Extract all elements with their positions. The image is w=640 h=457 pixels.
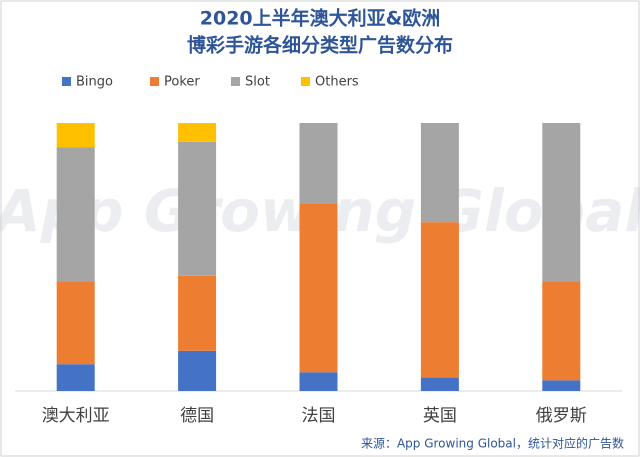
bar-segment xyxy=(178,275,217,351)
legend-swatch xyxy=(231,77,240,86)
x-tick-label: 德国 xyxy=(180,406,214,426)
bar-segment xyxy=(56,281,95,365)
legend-swatch xyxy=(150,77,159,86)
bar-segment xyxy=(178,141,217,276)
legend-label: Others xyxy=(315,75,359,90)
bar-segment xyxy=(56,147,95,282)
x-tick-label: 俄罗斯 xyxy=(536,406,587,426)
x-tick-label: 法国 xyxy=(302,406,336,426)
bar-segment xyxy=(56,123,95,148)
bar-segment xyxy=(542,380,581,391)
chart-title: 2020上半年澳大利亚&欧洲 xyxy=(200,7,440,30)
bar-segment xyxy=(420,123,459,223)
bar-segment xyxy=(542,123,581,282)
bar-segment xyxy=(299,203,338,373)
x-tick-label: 英国 xyxy=(423,406,457,426)
bar-segment xyxy=(420,222,459,378)
bar-segment xyxy=(542,281,581,381)
bar-segment xyxy=(299,123,338,204)
legend-swatch xyxy=(301,77,310,86)
chart-title: 博彩手游各细分类型广告数分布 xyxy=(187,34,453,57)
bar-segment xyxy=(56,364,95,391)
bar-segment xyxy=(178,350,217,391)
x-tick-label: 澳大利亚 xyxy=(42,406,110,426)
legend-label: Bingo xyxy=(76,75,113,90)
source-note: 来源：App Growing Global，统计对应的广告数 xyxy=(361,436,624,451)
legend-swatch xyxy=(62,77,71,86)
legend-label: Poker xyxy=(164,75,200,90)
bar-segment xyxy=(178,123,217,142)
bar-segment xyxy=(420,377,459,391)
bar-segment xyxy=(299,372,338,391)
legend-label: Slot xyxy=(245,75,270,90)
